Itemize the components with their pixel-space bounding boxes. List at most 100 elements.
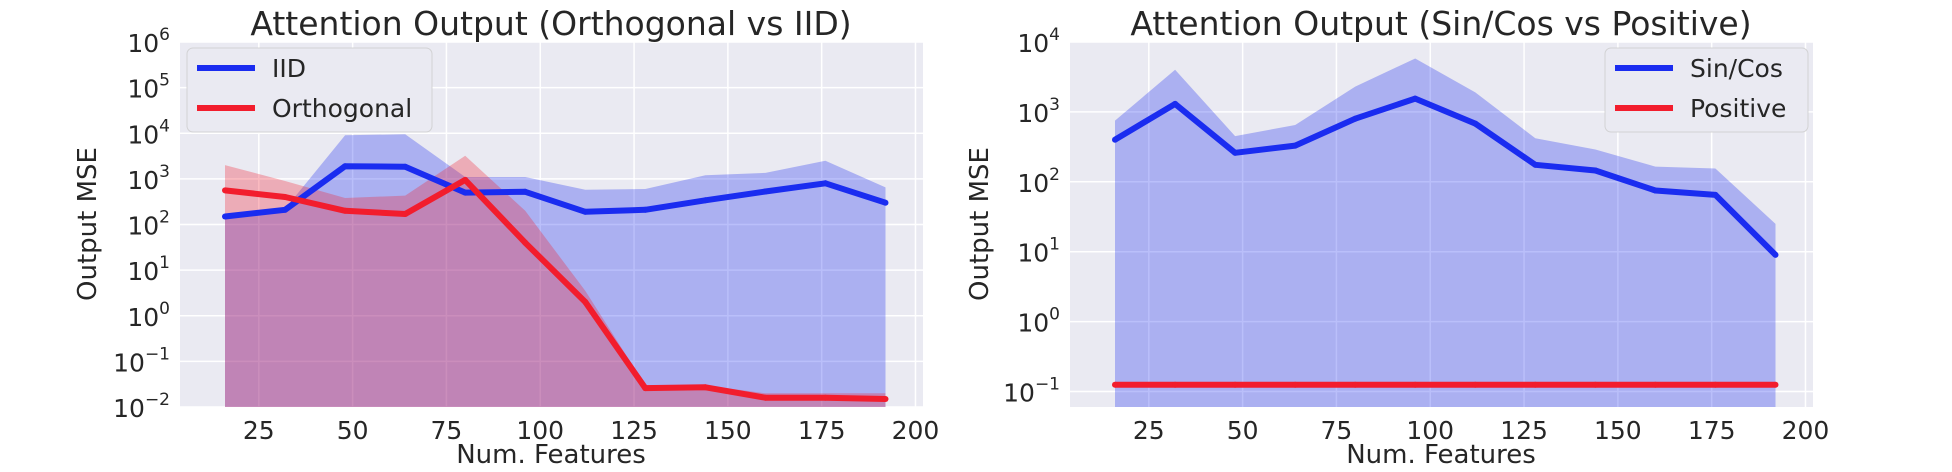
point-sin-cos (1652, 187, 1659, 194)
point-sin-cos (1232, 149, 1239, 156)
point-orthogonal (582, 299, 589, 305)
y-tick-label: 101 (1017, 235, 1060, 268)
x-tick-label: 75 (1321, 416, 1353, 445)
x-tick-label: 125 (1500, 416, 1548, 445)
point-iid (642, 206, 649, 213)
point-sin-cos (1352, 115, 1359, 122)
y-tick-label: 102 (1017, 165, 1060, 198)
y-tick-label: 103 (127, 162, 170, 195)
point-iid (342, 163, 349, 170)
y-tick-label: 103 (1017, 95, 1060, 128)
point-sin-cos (1172, 100, 1179, 107)
y-tick-labels: 10−1 100 101 102 103 104 (1003, 25, 1060, 407)
point-orthogonal (642, 385, 649, 392)
x-tick-labels: 25 50 75 100 125 150 175 200 (1133, 416, 1829, 445)
point-iid (222, 213, 228, 220)
point-orthogonal (222, 187, 228, 194)
y-tick-label: 101 (127, 253, 170, 286)
point-positive (1412, 381, 1419, 388)
x-tick-label: 200 (892, 416, 940, 445)
point-orthogonal (882, 396, 889, 402)
point-orthogonal (822, 394, 829, 401)
point-sin-cos (1772, 251, 1779, 258)
band-orthogonal (225, 155, 886, 407)
legend-label-orthogonal: Orthogonal (272, 94, 412, 123)
point-iid (402, 163, 409, 170)
point-iid (462, 189, 469, 196)
legend-label-positive: Positive (1690, 94, 1786, 123)
point-iid (822, 180, 829, 187)
point-positive (1232, 381, 1239, 388)
point-sin-cos (1292, 142, 1299, 149)
x-axis-label: Num. Features (1346, 440, 1536, 470)
point-iid (522, 188, 529, 195)
series-lines (1112, 95, 1779, 388)
legend-label-sincos: Sin/Cos (1690, 54, 1783, 83)
x-axis-label: Num. Features (456, 440, 646, 470)
point-positive (1112, 381, 1118, 388)
point-sin-cos (1592, 167, 1599, 174)
point-positive (1712, 381, 1719, 388)
x-tick-label: 175 (798, 416, 846, 445)
series-lines (222, 163, 889, 402)
point-iid (762, 188, 769, 195)
x-tick-label: 25 (1133, 416, 1165, 445)
y-tick-label: 105 (127, 71, 170, 104)
point-orthogonal (402, 211, 409, 217)
chart-title: Attention Output (Orthogonal vs IID) (250, 4, 851, 43)
point-iid (282, 206, 289, 213)
point-sin-cos (1412, 95, 1419, 102)
x-tick-label: 150 (704, 416, 752, 445)
x-tick-label: 150 (1594, 416, 1642, 445)
point-orthogonal (762, 394, 769, 401)
point-positive (1592, 381, 1599, 388)
y-axis-label: Output MSE (965, 147, 995, 301)
point-orthogonal (702, 384, 709, 391)
legend: IID Orthogonal (186, 47, 433, 133)
point-positive (1652, 381, 1659, 388)
y-tick-labels: 10−2 10−1 100 101 102 103 104 105 106 (113, 25, 170, 423)
y-tick-label: 10−1 (113, 344, 170, 377)
y-tick-label: 10−2 (113, 390, 170, 423)
line-sin-cos (1113, 95, 1778, 258)
x-tick-label: 50 (1227, 416, 1259, 445)
point-iid (882, 199, 889, 206)
point-sin-cos (1712, 191, 1719, 198)
point-iid (582, 208, 589, 215)
point-positive (1772, 381, 1779, 388)
point-iid (702, 197, 709, 204)
point-positive (1472, 381, 1479, 388)
x-tick-label: 100 (1406, 416, 1454, 445)
x-tick-label: 75 (431, 416, 463, 445)
y-tick-label: 106 (127, 25, 170, 58)
chart-title: Attention Output (Sin/Cos vs Positive) (1130, 4, 1751, 43)
chart-sincos-vs-positive: 25 50 75 100 125 150 175 200 10−1 100 101 102 103 10… (965, 4, 1829, 470)
point-orthogonal (342, 207, 349, 214)
x-tick-label: 200 (1782, 416, 1830, 445)
point-orthogonal (462, 176, 469, 183)
point-sin-cos (1112, 136, 1118, 143)
line-orthogonal (224, 176, 886, 402)
y-tick-label: 104 (1017, 25, 1060, 58)
point-positive (1532, 381, 1539, 388)
point-sin-cos (1472, 120, 1479, 127)
chart-orthogonal-vs-iid: 25 50 75 100 125 150 175 200 10−210−11001011021… (73, 4, 939, 470)
x-tick-label: 50 (337, 416, 369, 445)
x-tick-label: 125 (610, 416, 658, 445)
y-axis-label: Output MSE (73, 147, 103, 301)
point-sin-cos (1532, 161, 1539, 168)
x-tick-labels: 25 50 75 100 125 150 175 200 (243, 416, 939, 445)
legend-label-iid: IID (272, 54, 306, 83)
y-tick-label: 102 (127, 208, 170, 241)
y-tick-label: 10−1 (1003, 374, 1060, 407)
y-tick-label: 100 (127, 299, 170, 332)
line-iid (224, 163, 887, 220)
point-positive (1292, 381, 1299, 388)
point-positive (1172, 381, 1179, 388)
legend: Sin/Cos Positive (1604, 47, 1809, 133)
x-tick-label: 100 (516, 416, 564, 445)
point-orthogonal (522, 239, 529, 246)
grid (180, 41, 923, 408)
x-tick-label: 175 (1688, 416, 1736, 445)
